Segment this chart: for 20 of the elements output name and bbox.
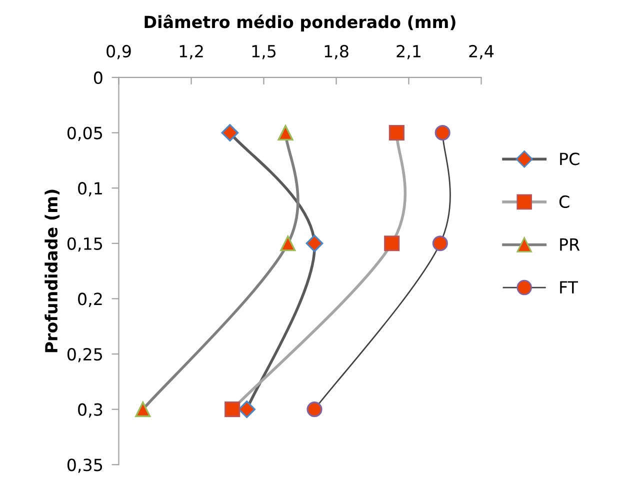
y-tick-label: 0,35 <box>67 458 102 473</box>
x-tick-label: 1,8 <box>324 44 348 60</box>
y-axis-title: Profundidade (m) <box>44 190 60 352</box>
x-tick-label: 1,2 <box>180 44 203 60</box>
x-tick-label: 0,9 <box>106 44 131 60</box>
legend-label: PC <box>560 152 580 166</box>
y-tick-label: 0,15 <box>67 237 102 252</box>
y-tick-label: 0,25 <box>67 348 102 362</box>
y-tick-label: 0 <box>94 71 102 84</box>
x-tick-label: 2,1 <box>396 44 420 60</box>
x-tick-label: 1,5 <box>252 45 276 60</box>
y-tick-label: 0,1 <box>78 182 102 196</box>
y-tick-label: 0,2 <box>78 292 102 307</box>
legend-label: FT <box>560 281 578 294</box>
x-tick-label: 2,4 <box>469 44 494 60</box>
x-axis-title: Diâmetro médio ponderado (mm) <box>144 14 456 32</box>
y-tick-label: 0,05 <box>67 126 102 142</box>
legend-label: PR <box>560 238 580 251</box>
y-tick-label: 0,3 <box>78 403 102 418</box>
legend-label: C <box>559 195 570 208</box>
